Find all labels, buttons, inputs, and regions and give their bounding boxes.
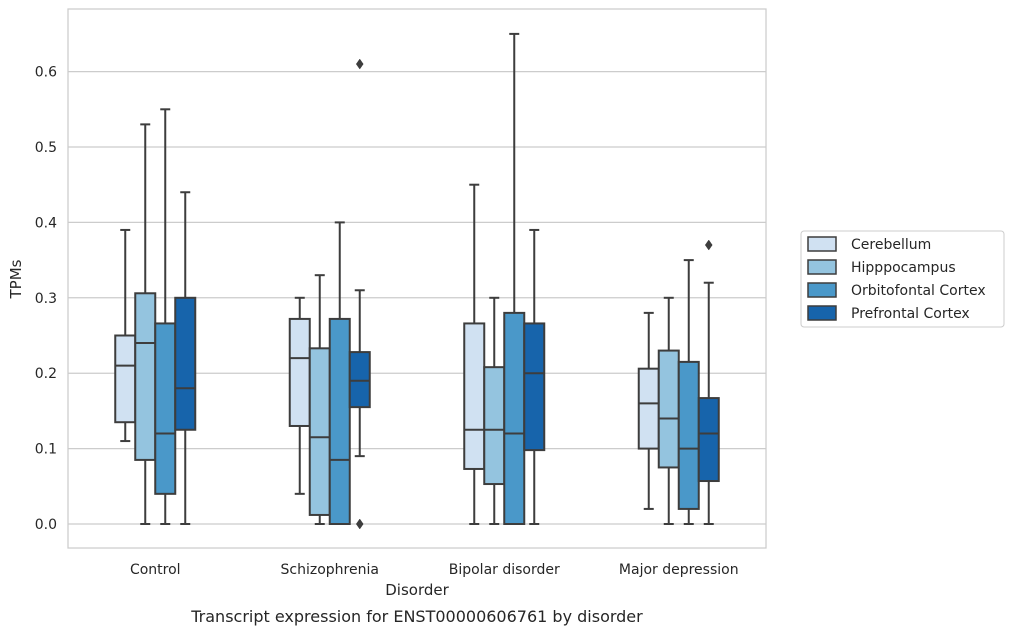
iqr-box bbox=[348, 351, 371, 409]
series-cerebellum bbox=[114, 183, 660, 525]
box-bipolar-disorder bbox=[523, 228, 546, 525]
y-tick-label: 0.6 bbox=[35, 65, 57, 81]
plot-area-frame bbox=[67, 8, 767, 549]
iqr-box bbox=[154, 322, 177, 495]
legend-swatch bbox=[807, 282, 837, 298]
iqr-box bbox=[288, 317, 311, 427]
box-schizophrenia bbox=[308, 274, 331, 525]
box-control bbox=[154, 108, 177, 525]
x-tick-label: Control bbox=[130, 562, 181, 578]
x-tick-label: Schizophrenia bbox=[281, 562, 379, 578]
legend-swatch bbox=[807, 305, 837, 321]
outlier-point bbox=[355, 518, 364, 530]
box-schizophrenia bbox=[288, 296, 311, 495]
outlier-point bbox=[704, 239, 713, 251]
iqr-box bbox=[697, 397, 720, 483]
iqr-box bbox=[174, 296, 197, 431]
legend-item: Cerebellum bbox=[807, 236, 931, 253]
x-tick-label: Major depression bbox=[619, 562, 739, 578]
legend-label: Orbitofontal Cortex bbox=[851, 283, 986, 299]
y-tick-label: 0.4 bbox=[35, 215, 57, 231]
y-tick-label: 0.3 bbox=[35, 291, 57, 307]
box-series bbox=[114, 32, 720, 530]
box-major-depression bbox=[677, 259, 700, 525]
chart-caption: Transcript expression for ENST0000060676… bbox=[190, 607, 643, 626]
box-schizophrenia bbox=[328, 221, 351, 525]
outlier-point bbox=[355, 58, 364, 70]
box-bipolar-disorder bbox=[483, 296, 506, 525]
box-bipolar-disorder bbox=[463, 183, 486, 525]
legend-frame bbox=[800, 230, 1005, 328]
legend-swatch bbox=[807, 259, 837, 275]
box-major-depression bbox=[657, 296, 680, 525]
box-major-depression bbox=[697, 239, 720, 525]
y-tick-label: 0.0 bbox=[35, 517, 57, 533]
legend-item: Prefrontal Cortex bbox=[807, 305, 970, 322]
legend-swatch bbox=[807, 236, 837, 252]
y-axis-label: TPMs bbox=[7, 259, 25, 299]
y-axis-ticks: 0.0 0.1 0.2 0.3 0.4 0.5 0.6 bbox=[35, 65, 57, 533]
x-axis-ticks: Control Schizophrenia Bipolar disorder Majo… bbox=[130, 562, 739, 578]
iqr-box bbox=[637, 367, 660, 450]
iqr-box bbox=[134, 292, 157, 461]
legend-items: Cerebellum Hipppocampus Orbitofontal Corte… bbox=[807, 236, 986, 322]
legend-item: Orbitofontal Cortex bbox=[807, 282, 986, 299]
iqr-box bbox=[463, 322, 486, 470]
legend-item: Hipppocampus bbox=[807, 259, 956, 276]
iqr-box bbox=[657, 349, 680, 469]
legend-label: Prefrontal Cortex bbox=[851, 306, 970, 322]
iqr-box bbox=[483, 366, 506, 486]
box-schizophrenia bbox=[348, 58, 371, 530]
series-hipppocampus bbox=[134, 123, 680, 525]
series-prefrontal-cortex bbox=[174, 58, 720, 530]
series-orbitofontal-cortex bbox=[154, 32, 700, 525]
legend: Cerebellum Hipppocampus Orbitofontal Corte… bbox=[800, 230, 1005, 328]
iqr-box bbox=[114, 334, 137, 424]
x-axis-label: Disorder bbox=[385, 581, 449, 599]
legend-label: Hipppocampus bbox=[851, 260, 956, 276]
box-bipolar-disorder bbox=[503, 32, 526, 525]
box-control bbox=[114, 228, 137, 443]
box-control bbox=[174, 191, 197, 525]
iqr-box bbox=[523, 322, 546, 452]
y-tick-label: 0.5 bbox=[35, 140, 57, 156]
iqr-box bbox=[677, 360, 700, 510]
iqr-box bbox=[328, 317, 351, 525]
iqr-box bbox=[503, 311, 526, 525]
legend-label: Cerebellum bbox=[851, 237, 931, 253]
x-tick-label: Bipolar disorder bbox=[449, 562, 560, 578]
iqr-box bbox=[308, 347, 331, 516]
box-control bbox=[134, 123, 157, 525]
y-tick-label: 0.1 bbox=[35, 442, 57, 458]
box-major-depression bbox=[637, 311, 660, 510]
y-tick-label: 0.2 bbox=[35, 366, 57, 382]
